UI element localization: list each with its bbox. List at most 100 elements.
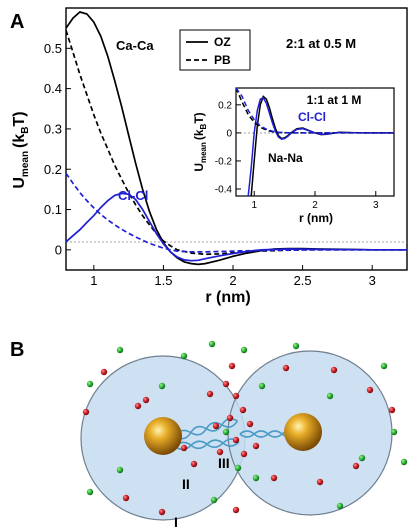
red-ion [122, 494, 130, 502]
red-ion [282, 364, 290, 372]
main-x-axis-label: r (nm) [205, 289, 250, 306]
green-ion [208, 340, 216, 348]
region-ii-label: II [182, 476, 190, 492]
green-ion [222, 428, 230, 436]
red-ion [222, 380, 230, 388]
red-ion [206, 390, 214, 398]
inset-y-tick-label-0: -0.4 [215, 184, 233, 195]
green-ion [210, 496, 218, 504]
main-plot: 1 1.5 2 2.5 3 0 0.1 0.2 0.3 0.4 0.5 [44, 7, 408, 288]
ions [82, 340, 408, 516]
legend-box [179, 29, 251, 71]
main-ylabel-u: U [11, 177, 28, 189]
inset-y-tick-label-2: 0 [226, 128, 232, 139]
green-ion [258, 382, 266, 390]
green-ion [400, 458, 408, 466]
red-ion [246, 420, 254, 428]
red-ion [190, 460, 198, 468]
red-ion [226, 414, 234, 422]
inset-x-tick-label-1: 2 [312, 200, 318, 211]
red-ion [252, 442, 260, 450]
red-ion [330, 366, 338, 374]
inset-x-tick-label-2: 3 [373, 200, 379, 211]
green-ion [358, 454, 366, 462]
green-ion [86, 380, 94, 388]
main-y-tick-label-3: 0.3 [44, 121, 62, 136]
red-ion [388, 406, 396, 414]
red-ion [316, 478, 324, 486]
main-y-tick-label-5: 0.5 [44, 41, 62, 56]
main-axis-ticks: 1 1.5 2 2.5 3 0 0.1 0.2 0.3 0.4 0.5 [44, 41, 376, 288]
green-ion [252, 474, 260, 482]
red-ion [82, 408, 90, 416]
red-ion [232, 436, 240, 444]
red-ion [232, 392, 240, 400]
main-x-tick-label-4: 3 [369, 273, 376, 288]
green-ion [86, 488, 94, 496]
red-ion [240, 450, 248, 458]
panel-b-label: B [10, 339, 24, 361]
legend-oz: OZ [214, 35, 231, 49]
inset-x-axis-label: r (nm) [299, 211, 333, 225]
inset-ylabel-unit-end: T) [192, 112, 206, 123]
main-ylabel-sub: mean [20, 151, 31, 177]
inset-series [235, 87, 395, 197]
red-ion [239, 406, 247, 414]
main-y-tick-label-0: 0 [55, 242, 62, 257]
label-ca-ca: Ca-Ca [116, 38, 154, 53]
red-ion [352, 462, 360, 470]
main-series-cl-cl-oz [65, 192, 407, 262]
main-y-tick-label-2: 0.2 [44, 162, 62, 177]
inset-frame [235, 87, 395, 197]
inset-condition-label: 1:1 at 1 M [307, 93, 362, 107]
red-ion [212, 422, 220, 430]
main-y-tick-label-1: 0.1 [44, 202, 62, 217]
green-ion [336, 502, 344, 510]
legend-pb: PB [214, 53, 231, 67]
region-iii-label: III [218, 455, 230, 471]
red-ion [232, 506, 240, 514]
red-ion [180, 444, 188, 452]
region-i-label: I [174, 514, 178, 528]
green-ion [326, 392, 334, 400]
main-ylabel-unit-sub: B [20, 126, 31, 133]
main-x-tick-label-3: 2.5 [294, 273, 312, 288]
label-cl-cl: Cl-Cl [118, 188, 148, 203]
inset-x-tick-label-0: 1 [251, 200, 257, 211]
panel-a-label: A [10, 11, 24, 33]
svg-text:Umean(kBT): Umean (kBT) [192, 112, 208, 171]
left-nanoparticle [144, 417, 182, 455]
main-x-tick-label-2: 2 [229, 273, 236, 288]
inset-series-cl-cl-oz [247, 96, 395, 197]
green-ion [158, 382, 166, 390]
inset-series-na-na-pb [235, 87, 394, 134]
main-ylabel-unit: (k [11, 134, 28, 148]
main-series-cl-cl-pb [65, 172, 407, 253]
main-plot-frame [65, 7, 408, 271]
red-ion [228, 362, 236, 370]
green-ion [380, 362, 388, 370]
main-x-tick-label-0: 1 [90, 273, 97, 288]
green-ion [180, 352, 188, 360]
schematic: II III I [80, 340, 408, 528]
green-ion [390, 428, 398, 436]
green-ion [292, 342, 300, 350]
inset-y-axis-label: Umean (kBT) [192, 112, 208, 171]
main-y-tick-label-4: 0.4 [44, 81, 62, 96]
inset-ylabel-unit: (k [192, 129, 206, 140]
green-ion [116, 466, 124, 474]
inset-ylabel-unit-sub: B [199, 123, 208, 129]
green-ion [234, 464, 242, 472]
inset-y-tick-label-1: -0.2 [215, 156, 233, 167]
main-series [65, 11, 407, 266]
inset-axis-ticks: 1 2 3 -0.4 -0.2 0 0.2 [215, 100, 379, 211]
inset-label-cl-cl: Cl-Cl [298, 110, 326, 124]
inset-y-tick-label-3: 0.2 [218, 100, 232, 111]
main-ylabel-unit-end: T) [11, 111, 28, 126]
red-ion [366, 386, 374, 394]
dna-helix-1b [174, 418, 238, 440]
svg-text:Umean(kBT): Umean (kBT) [11, 111, 31, 188]
red-ion [100, 368, 108, 376]
green-ion [240, 346, 248, 354]
